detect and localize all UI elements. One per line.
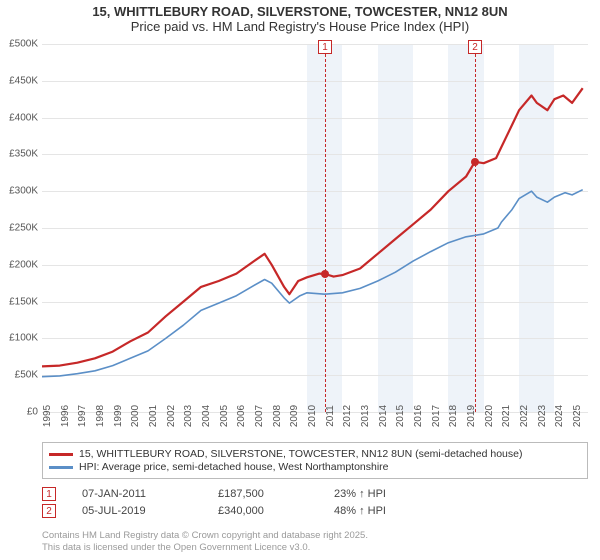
y-tick-label: £350K (0, 149, 38, 160)
sale-event-1-delta: 23% ↑ HPI (334, 488, 386, 500)
y-tick-label: £150K (0, 296, 38, 307)
y-tick-label: £300K (0, 186, 38, 197)
y-tick-label: £450K (0, 75, 38, 86)
footnote-line2: This data is licensed under the Open Gov… (42, 542, 588, 554)
sale-event-1: 1 07-JAN-2011 £187,500 23% ↑ HPI (42, 487, 588, 501)
sale-events: 1 07-JAN-2011 £187,500 23% ↑ HPI 2 05-JU… (42, 484, 588, 521)
copyright-footnote: Contains HM Land Registry data © Crown c… (42, 530, 588, 554)
y-tick-label: £250K (0, 223, 38, 234)
y-tick-label: £0 (0, 407, 38, 418)
sale-event-1-date: 07-JAN-2011 (82, 488, 192, 500)
title-address: 15, WHITTLEBURY ROAD, SILVERSTONE, TOWCE… (0, 4, 600, 19)
sale-event-1-marker: 1 (42, 487, 56, 501)
sale-event-1-price: £187,500 (218, 488, 308, 500)
legend-row-property: 15, WHITTLEBURY ROAD, SILVERSTONE, TOWCE… (49, 448, 581, 460)
sale-marker-box: 1 (318, 40, 332, 54)
y-tick-label: £50K (0, 370, 38, 381)
legend: 15, WHITTLEBURY ROAD, SILVERSTONE, TOWCE… (42, 442, 588, 479)
y-tick-label: £200K (0, 259, 38, 270)
sale-event-2-date: 05-JUL-2019 (82, 505, 192, 517)
legend-row-hpi: HPI: Average price, semi-detached house,… (49, 461, 581, 473)
legend-swatch-property (49, 453, 73, 456)
chart-area: £0£50K£100K£150K£200K£250K£300K£350K£400… (42, 44, 588, 412)
title-subtitle: Price paid vs. HM Land Registry's House … (0, 19, 600, 34)
sale-marker-box: 2 (468, 40, 482, 54)
title-block: 15, WHITTLEBURY ROAD, SILVERSTONE, TOWCE… (0, 0, 600, 34)
sale-number-boxes: 12 (42, 44, 588, 412)
sale-event-2: 2 05-JUL-2019 £340,000 48% ↑ HPI (42, 504, 588, 518)
legend-swatch-hpi (49, 466, 73, 469)
sale-event-2-delta: 48% ↑ HPI (334, 505, 386, 517)
y-tick-label: £400K (0, 112, 38, 123)
legend-label-hpi: HPI: Average price, semi-detached house,… (79, 461, 389, 473)
y-tick-label: £100K (0, 333, 38, 344)
footnote-line1: Contains HM Land Registry data © Crown c… (42, 530, 588, 542)
chart-container: 15, WHITTLEBURY ROAD, SILVERSTONE, TOWCE… (0, 0, 600, 560)
y-tick-label: £500K (0, 39, 38, 50)
sale-event-2-marker: 2 (42, 504, 56, 518)
sale-event-2-price: £340,000 (218, 505, 308, 517)
legend-label-property: 15, WHITTLEBURY ROAD, SILVERSTONE, TOWCE… (79, 448, 522, 460)
